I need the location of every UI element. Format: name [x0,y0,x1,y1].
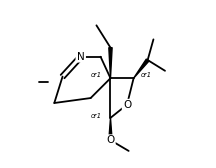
Text: O: O [106,135,115,145]
Polygon shape [109,118,112,140]
Polygon shape [109,48,112,78]
Text: or1: or1 [141,72,152,78]
Text: O: O [106,135,115,145]
Text: N: N [76,52,85,62]
Text: or1: or1 [90,72,101,78]
Text: O: O [123,100,131,110]
Text: O: O [123,100,131,110]
Polygon shape [134,59,149,78]
Text: or1: or1 [90,113,101,119]
Text: N: N [77,52,85,62]
